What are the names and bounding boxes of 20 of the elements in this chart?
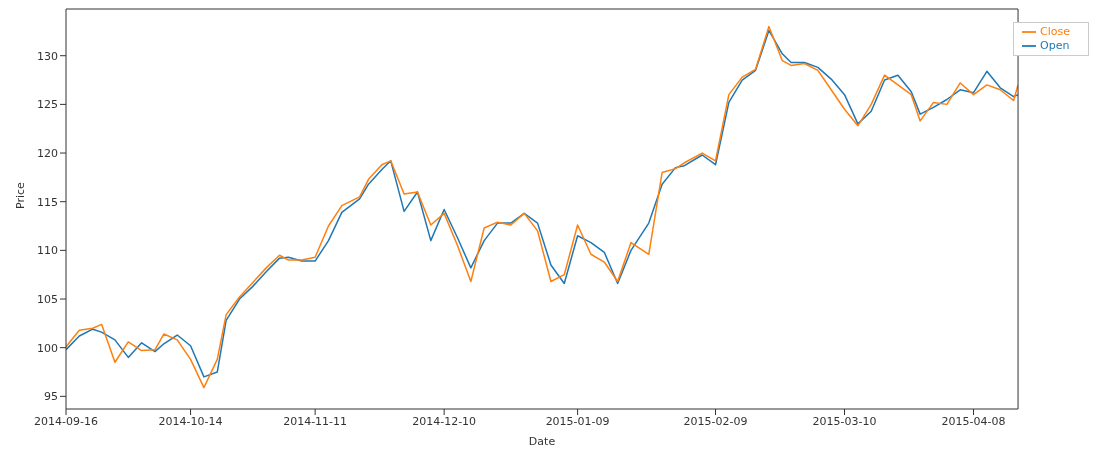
y-tick-label: 100 bbox=[37, 341, 58, 355]
y-tick-label: 95 bbox=[44, 390, 58, 404]
x-tick-label: 2015-03-10 bbox=[812, 414, 877, 428]
x-tick-label: 2015-02-09 bbox=[683, 414, 748, 428]
x-tick-label: 2015-04-08 bbox=[941, 414, 1006, 428]
x-tick-label: 2015-01-09 bbox=[545, 414, 610, 428]
x-tick-label: 2014-09-16 bbox=[34, 414, 98, 428]
y-tick-label: 125 bbox=[37, 98, 58, 112]
y-tick-label: 115 bbox=[37, 195, 58, 209]
legend-label: Open bbox=[1040, 39, 1070, 52]
y-tick-label: 105 bbox=[37, 292, 58, 306]
x-tick-label: 2014-10-14 bbox=[158, 414, 223, 428]
y-tick-label: 120 bbox=[37, 146, 58, 160]
y-tick-label: 130 bbox=[37, 49, 58, 63]
x-tick-label: 2014-12-10 bbox=[412, 414, 477, 428]
legend-label: Close bbox=[1040, 25, 1070, 38]
x-tick-label: 2014-11-11 bbox=[283, 414, 348, 428]
y-tick-label: 110 bbox=[37, 244, 58, 258]
x-axis-title: Date bbox=[528, 435, 556, 448]
y-axis-title: Price bbox=[13, 181, 27, 209]
